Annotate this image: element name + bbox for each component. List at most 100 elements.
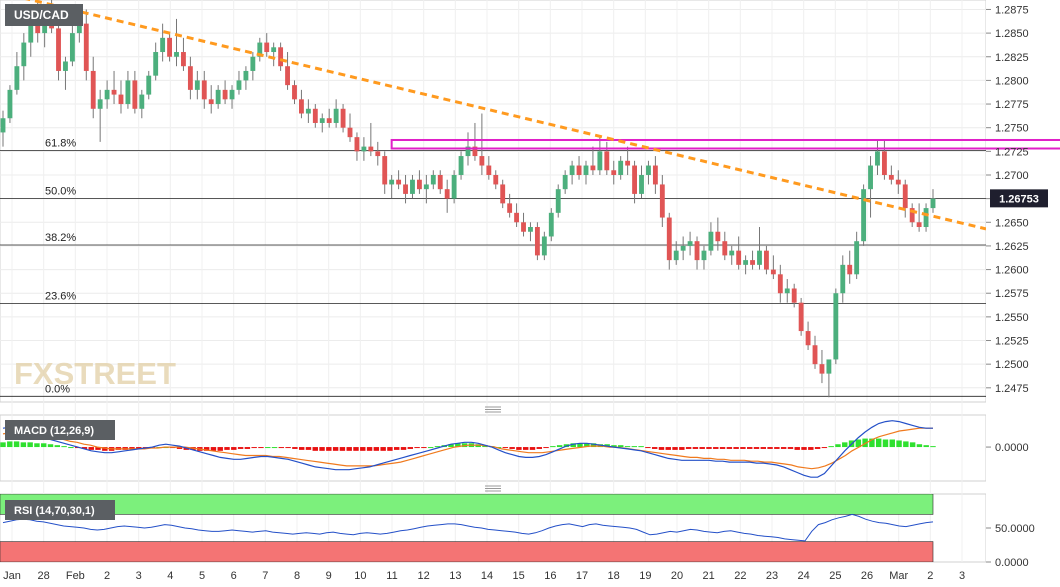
candle [215, 85, 221, 109]
candle-body [201, 80, 207, 100]
candle-body [722, 241, 728, 256]
panel-splitter-rsi[interactable] [485, 485, 501, 492]
macd-histogram-bar [339, 447, 346, 451]
candle-body [271, 47, 277, 53]
price-tick-label: 1.2725 [995, 146, 1029, 158]
macd-histogram-bar [835, 444, 841, 448]
candle-body [264, 42, 270, 53]
macd-badge[interactable]: MACD (12,26,9) [5, 420, 115, 440]
time-tick-label: Feb [66, 570, 85, 582]
candle [0, 110, 6, 147]
candle [875, 139, 880, 175]
candle-body [680, 245, 686, 251]
macd-histogram-bar [27, 442, 33, 448]
candle [319, 113, 325, 133]
panel-splitter-macd[interactable] [485, 406, 501, 413]
macd-histogram-bar [828, 446, 834, 448]
macd-histogram-bar [692, 447, 699, 449]
candle [715, 217, 721, 251]
candle-body [868, 165, 873, 190]
candle-body [132, 80, 138, 109]
candle [777, 264, 783, 303]
time-axis: Jan 28 Feb 2 3 4 5 6 7 8 9 10 11 12 13 14 15 16 17 18 19 20 21… [3, 570, 965, 582]
symbol-badge[interactable]: USD/CAD [5, 4, 83, 26]
macd-histogram-bar [665, 447, 671, 450]
candle-body [895, 179, 901, 185]
candle [555, 184, 561, 218]
macd-histogram-bar [916, 444, 923, 448]
candle-body [35, 23, 41, 34]
candle [56, 23, 61, 81]
candle-body [472, 146, 478, 157]
macd-histogram-bar [618, 445, 624, 448]
rsi-tick-label: 50.0000 [995, 523, 1035, 535]
macd-histogram-bar [584, 443, 590, 448]
candle [791, 283, 797, 308]
candle-body [215, 89, 221, 105]
candle [687, 231, 693, 256]
macd-histogram-bar [251, 447, 257, 449]
candle-body [694, 241, 700, 261]
macd-histogram-bar [685, 447, 692, 449]
price-tick-label: 1.2500 [995, 359, 1029, 371]
candle [451, 170, 457, 204]
macd-histogram-bar [265, 447, 271, 449]
candle-body [916, 222, 922, 228]
candle-body [729, 250, 735, 256]
macd-histogram-bar [794, 447, 800, 450]
candle [194, 70, 200, 100]
macd-histogram-bar [543, 447, 549, 449]
macd-histogram-bar [210, 447, 217, 451]
candle-body [625, 160, 631, 166]
macd-histogram-bar [203, 447, 210, 451]
candle [798, 297, 804, 336]
candle [493, 170, 499, 190]
macd-histogram-bar [237, 447, 244, 449]
candle [430, 170, 436, 190]
macd-histogram-bar [522, 447, 529, 450]
candle [285, 52, 290, 90]
candle-body [97, 99, 103, 109]
macd-histogram-bar [658, 447, 665, 450]
candle [472, 122, 478, 161]
candle [111, 70, 117, 105]
macd-histogram-bar [47, 444, 54, 448]
macd-histogram-bar [909, 442, 916, 448]
candle [7, 85, 13, 123]
price-axis-area [986, 0, 1060, 570]
candle-body [687, 241, 693, 246]
rsi-axis: 50.0000 0.0000 [986, 523, 1035, 569]
candle [271, 42, 277, 67]
resistance-zone [390, 138, 1060, 150]
macd-histogram-bar [814, 447, 821, 449]
fibonacci-levels: 61.8% 50.0% 38.2% 23.6% 0.0% [0, 137, 986, 397]
macd-histogram-bar [373, 447, 380, 451]
candle [500, 179, 506, 209]
candle-body [555, 189, 561, 213]
current-price-label: 1.26753 [999, 193, 1039, 205]
candle-body [618, 160, 624, 175]
candle [416, 170, 422, 194]
macd-histogram-bar [217, 447, 223, 451]
candle-body [257, 42, 263, 57]
fib-label: 50.0% [45, 186, 76, 198]
macd-histogram-bar [61, 446, 67, 448]
rsi-badge[interactable]: RSI (14,70,30,1) [5, 500, 115, 520]
candle [507, 193, 513, 218]
candle [618, 156, 624, 180]
candle [673, 241, 679, 265]
candle-body [76, 23, 82, 34]
candle [104, 80, 110, 109]
macd-histogram-bar [536, 447, 542, 449]
candle-body [278, 47, 284, 67]
candle-body [299, 99, 304, 114]
time-tick-label: 15 [513, 570, 525, 582]
macd-histogram-bar [224, 447, 230, 450]
candle [666, 212, 672, 270]
macd-histogram-bar [808, 447, 814, 450]
macd-histogram-bar [780, 447, 787, 449]
candle-body [784, 288, 790, 294]
price-tick-label: 1.2700 [995, 170, 1029, 182]
macd-histogram-bar [923, 445, 929, 448]
